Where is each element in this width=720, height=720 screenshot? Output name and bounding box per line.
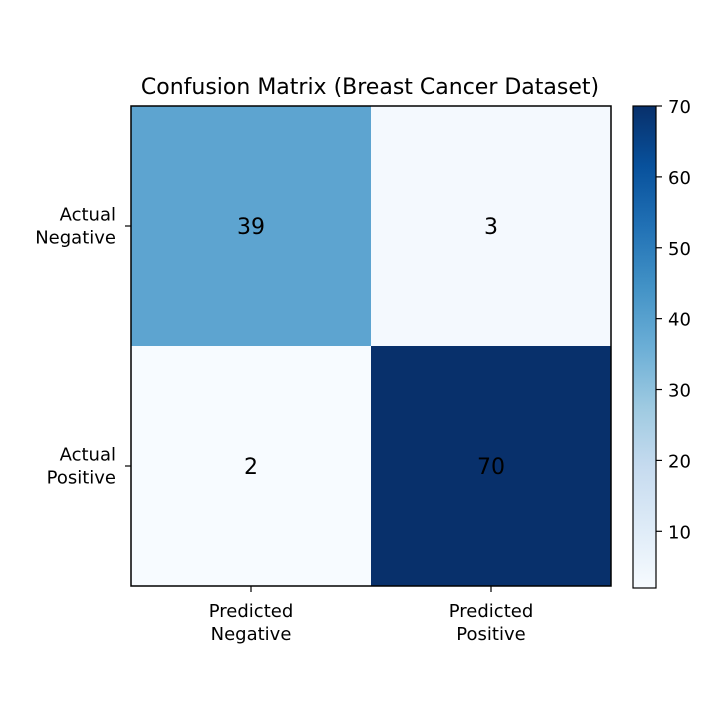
cell-value-label: 39 <box>237 215 265 240</box>
colorbar-tick-label: 30 <box>668 381 691 402</box>
heatmap-cell <box>131 106 371 346</box>
colorbar-tick-label: 40 <box>668 310 691 331</box>
cell-value-label: 2 <box>244 455 258 480</box>
y-tick-label: Positive <box>47 468 116 489</box>
cell-value-label: 70 <box>477 455 505 480</box>
colorbar <box>632 105 657 589</box>
colorbar-tick-label: 10 <box>668 522 691 543</box>
y-tick-label: Actual <box>60 445 116 466</box>
x-tick-label: Negative <box>211 624 292 645</box>
x-tick-label: Positive <box>456 624 525 645</box>
y-tick-label: Negative <box>35 228 116 249</box>
colorbar-tick-label: 60 <box>668 168 691 189</box>
colorbar-tick-label: 70 <box>668 97 691 118</box>
x-tick-label: Predicted <box>209 601 294 622</box>
colorbar-tick-label: 20 <box>668 451 691 472</box>
heatmap-cell <box>371 346 611 586</box>
colorbar-axis: 10 20 30 40 50 60 70 <box>656 97 691 543</box>
heatmap-cell <box>371 106 611 346</box>
x-tick-label: Predicted <box>449 601 534 622</box>
chart-title: Confusion Matrix (Breast Cancer Dataset) <box>141 75 599 100</box>
plot-frame <box>130 105 612 587</box>
heatmap-cell-labels: 39 3 2 70 <box>237 215 505 480</box>
heatmap-cells <box>131 106 611 586</box>
colorbar-tick-label: 50 <box>668 239 691 260</box>
heatmap-cell <box>131 346 371 586</box>
y-tick-label: Actual <box>60 205 116 226</box>
cell-value-label: 3 <box>484 215 498 240</box>
